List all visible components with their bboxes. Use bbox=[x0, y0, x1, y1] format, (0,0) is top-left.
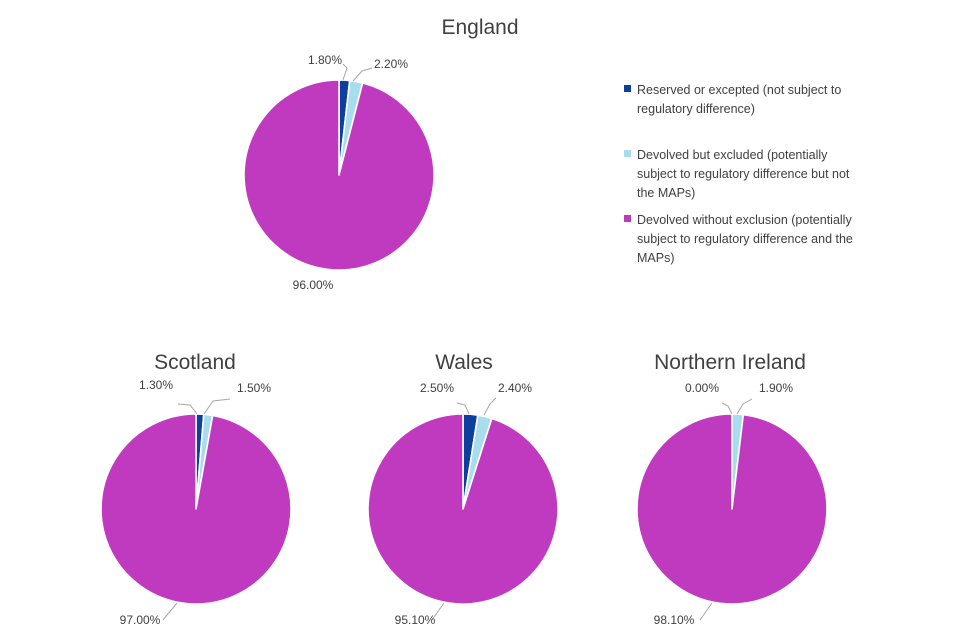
data-label-england-3: 96.00% bbox=[293, 278, 334, 292]
data-label-scotland-2: 1.50% bbox=[237, 381, 271, 395]
chart-title-wales: Wales bbox=[435, 351, 493, 374]
chart-title-northern-ireland: Northern Ireland bbox=[654, 351, 806, 374]
data-label-wales-1: 2.50% bbox=[420, 381, 454, 395]
data-label-wales-2: 2.40% bbox=[498, 381, 532, 395]
data-label-northern-ireland-1: 0.00% bbox=[685, 381, 719, 395]
legend-label-devolved-excluded-line-2: subject to regulatory difference but not bbox=[637, 167, 850, 181]
leader-line-scotland-2 bbox=[203, 398, 231, 415]
data-label-england-1: 1.80% bbox=[308, 53, 342, 67]
pie-slice-england-devolved-without-exclusion bbox=[243, 79, 435, 271]
data-label-northern-ireland-3: 98.10% bbox=[654, 613, 695, 627]
leader-line-wales-2 bbox=[483, 397, 497, 416]
legend-swatch-devolved-without-exclusion bbox=[624, 215, 631, 222]
pie-chart-wales: Wales 2.50% 2.40% 95.10% bbox=[367, 351, 559, 627]
pie-slice-northern-ireland-devolved-without-exclusion bbox=[636, 413, 828, 605]
pie-chart-northern-ireland: Northern Ireland 0.00% 1.90% 98.10% bbox=[636, 351, 828, 627]
leader-line-scotland-1 bbox=[177, 403, 198, 415]
legend-label-devolved-excluded-line-3: the MAPs) bbox=[637, 186, 695, 200]
legend-swatch-devolved-excluded bbox=[624, 150, 631, 157]
leader-line-england-2 bbox=[352, 67, 373, 82]
data-label-scotland-1: 1.30% bbox=[139, 378, 173, 392]
legend-label-devolved-excluded-line-1: Devolved but excluded (potentially bbox=[637, 148, 828, 162]
leader-line-northern-ireland-3 bbox=[699, 602, 713, 621]
data-label-england-2: 2.20% bbox=[374, 57, 408, 71]
leader-line-scotland-3 bbox=[162, 602, 178, 621]
pie-slice-wales-devolved-without-exclusion bbox=[367, 413, 559, 605]
legend-label-devolved-without-exclusion-line-3: MAPs) bbox=[637, 251, 675, 265]
data-label-scotland-3: 97.00% bbox=[120, 613, 161, 627]
legend: Reserved or excepted (not subject to regu… bbox=[624, 83, 853, 265]
leader-line-wales-1 bbox=[456, 402, 470, 415]
chart-title-england: England bbox=[441, 16, 518, 39]
pie-chart-scotland: Scotland 1.30% 1.50% 97.00% bbox=[100, 351, 292, 627]
leader-line-northern-ireland-2 bbox=[736, 398, 753, 415]
legend-swatch-reserved bbox=[624, 85, 631, 92]
pie-slice-scotland-devolved-without-exclusion bbox=[100, 413, 292, 605]
chart-title-scotland: Scotland bbox=[154, 351, 236, 374]
legend-label-devolved-without-exclusion-line-2: subject to regulatory difference and the bbox=[637, 232, 853, 246]
leader-line-wales-3 bbox=[431, 602, 445, 621]
pie-chart-england: England 1.80% 2.20% 96.00% bbox=[243, 16, 519, 292]
data-label-wales-3: 95.10% bbox=[395, 613, 436, 627]
leader-line-england-1 bbox=[342, 63, 348, 81]
legend-label-reserved-line-2: regulatory difference) bbox=[637, 102, 755, 116]
leader-line-northern-ireland-1 bbox=[721, 402, 733, 415]
legend-label-devolved-without-exclusion-line-1: Devolved without exclusion (potentially bbox=[637, 213, 852, 227]
data-label-northern-ireland-2: 1.90% bbox=[759, 381, 793, 395]
legend-label-reserved-line-1: Reserved or excepted (not subject to bbox=[637, 83, 841, 97]
